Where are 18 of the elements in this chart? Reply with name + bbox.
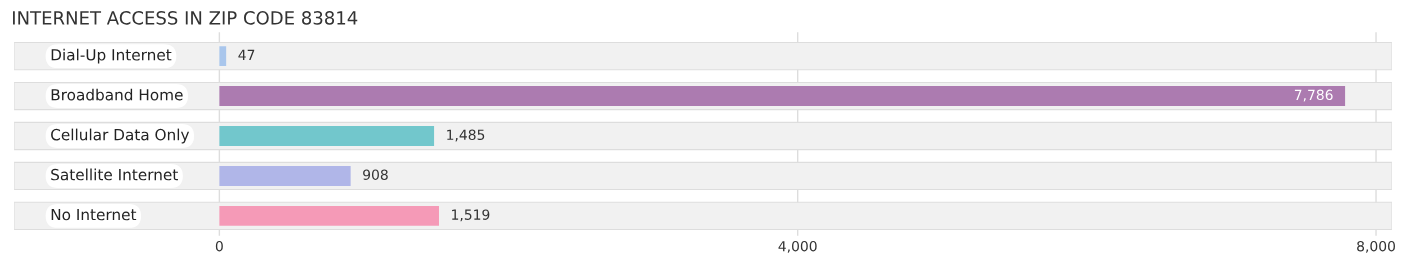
data-label: 1,485	[447, 129, 485, 142]
bar	[219, 165, 351, 186]
y-tick-label: Cellular Data Only	[51, 128, 190, 144]
y-tick-label: Satellite Internet	[51, 168, 178, 181]
data-label: 47	[238, 49, 255, 60]
data-label: 7,786	[1294, 89, 1333, 102]
x-tick-label: 4,000	[778, 240, 817, 253]
y-tick-label: Broadband Home	[51, 88, 183, 101]
bar	[219, 205, 439, 226]
bar	[219, 46, 227, 67]
bar	[219, 126, 435, 146]
data-label: 1,519	[452, 209, 490, 222]
y-tick-label: No Internet	[51, 208, 137, 221]
x-tick-label: 0	[215, 240, 223, 252]
y-tick-label: Dial-Up Internet	[51, 48, 172, 64]
chart-title: INTERNET ACCESS IN ZIP CODE 83814	[13, 11, 358, 25]
x-tick-label: 8,000	[1357, 240, 1395, 253]
data-label: 908	[363, 169, 388, 180]
